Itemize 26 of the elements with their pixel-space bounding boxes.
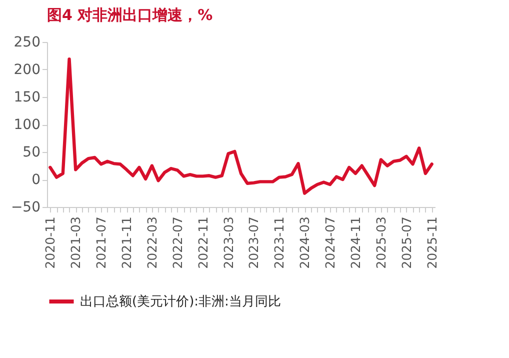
- y-tick-label: 100: [14, 117, 40, 133]
- y-tick-label: 150: [14, 90, 40, 106]
- x-tick-label: 2022-11: [195, 216, 210, 269]
- legend-label: 出口总额(美元计价):非洲:当月同比: [80, 294, 281, 310]
- x-tick-label: 2024-11: [348, 216, 363, 269]
- y-tick-label: −50: [10, 200, 40, 216]
- x-tick-label: 2025-03: [373, 216, 388, 269]
- y-tick-label: 50: [22, 144, 40, 160]
- x-tick-label: 2021-11: [119, 216, 134, 269]
- x-tick-label: 2023-03: [220, 216, 236, 269]
- line-series: [48, 57, 434, 195]
- x-tick-label: 2025-11: [424, 216, 440, 269]
- chart-title: 图4 对非洲出口增速，%: [47, 6, 213, 24]
- x-tick-label: 2024-07: [322, 216, 338, 269]
- x-tick-label: 2023-07: [246, 216, 262, 269]
- x-tick-label: 2021-07: [94, 216, 109, 269]
- y-tick-label: 200: [14, 62, 40, 78]
- y-tick-label: 250: [14, 34, 40, 50]
- x-tick-label: 2020-11: [42, 216, 58, 269]
- x-tick-label: 2025-07: [398, 216, 414, 269]
- x-tick-label: 2023-11: [272, 216, 287, 269]
- y-tick-label: 0: [32, 172, 40, 188]
- x-tick-label: 2024-03: [297, 216, 312, 269]
- x-tick-label: 2021-03: [68, 216, 84, 269]
- x-tick-label: 2022-07: [170, 216, 185, 269]
- x-tick-label: 2022-03: [144, 216, 160, 269]
